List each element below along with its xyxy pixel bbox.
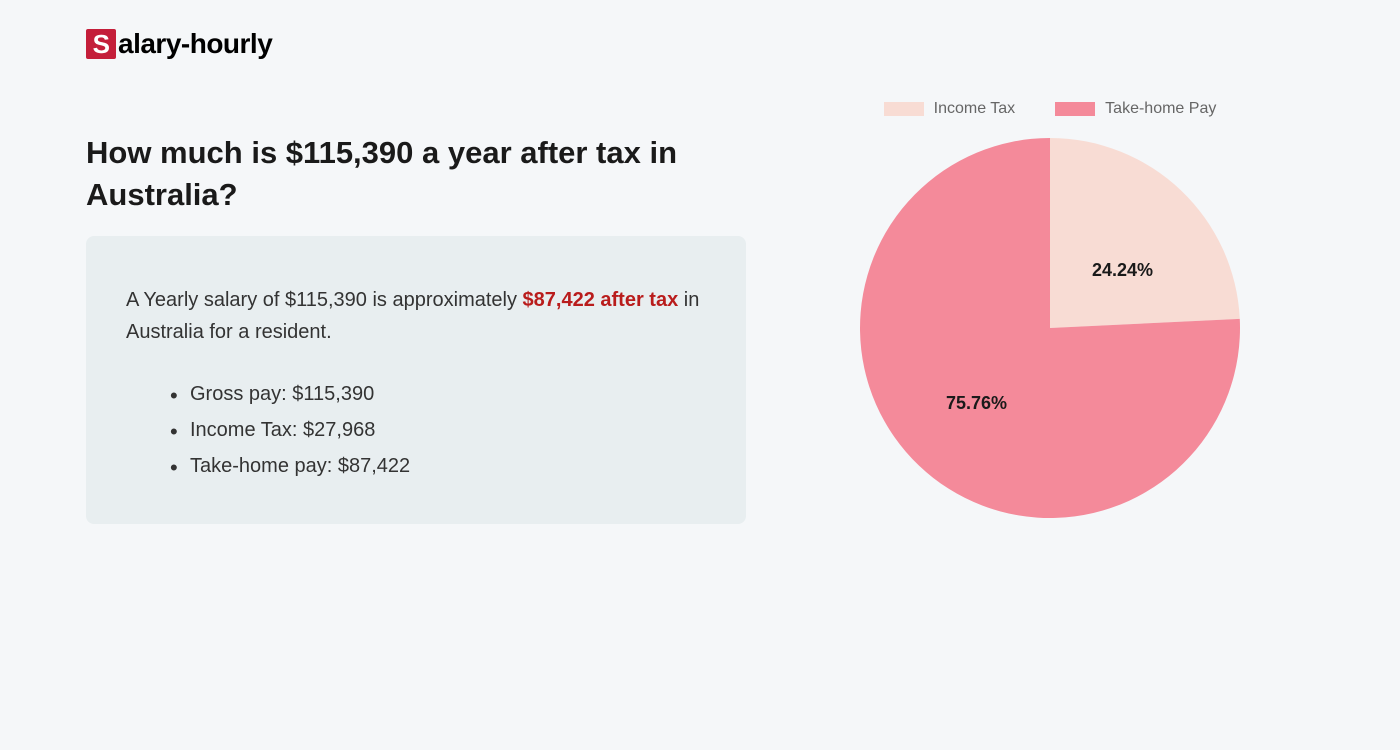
- legend-swatch-icon: [1055, 102, 1095, 116]
- list-item: Income Tax: $27,968: [190, 412, 706, 448]
- pie-chart: 24.24% 75.76%: [860, 138, 1240, 518]
- logo-text: alary-hourly: [118, 28, 272, 60]
- summary-list: Gross pay: $115,390 Income Tax: $27,968 …: [126, 376, 706, 484]
- logo-s-icon: S: [86, 29, 116, 59]
- legend-item-takehome: Take-home Pay: [1055, 100, 1216, 118]
- summary-highlight: $87,422 after tax: [523, 289, 679, 311]
- pie-slice: [1050, 138, 1240, 328]
- pie-chart-container: Income Tax Take-home Pay 24.24% 75.76%: [820, 100, 1280, 518]
- legend-label: Income Tax: [934, 100, 1016, 118]
- slice-label-income-tax: 24.24%: [1092, 260, 1153, 281]
- summary-prefix: A Yearly salary of $115,390 is approxima…: [126, 289, 523, 311]
- slice-label-takehome: 75.76%: [946, 393, 1007, 414]
- list-item: Gross pay: $115,390: [190, 376, 706, 412]
- legend-label: Take-home Pay: [1105, 100, 1216, 118]
- pie-svg: [860, 138, 1240, 518]
- list-item: Take-home pay: $87,422: [190, 448, 706, 484]
- brand-logo: Salary-hourly: [86, 28, 272, 60]
- legend-swatch-icon: [884, 102, 924, 116]
- summary-panel: A Yearly salary of $115,390 is approxima…: [86, 236, 746, 524]
- summary-sentence: A Yearly salary of $115,390 is approxima…: [126, 284, 706, 348]
- legend-item-income-tax: Income Tax: [884, 100, 1016, 118]
- chart-legend: Income Tax Take-home Pay: [820, 100, 1280, 118]
- page-title: How much is $115,390 a year after tax in…: [86, 132, 706, 216]
